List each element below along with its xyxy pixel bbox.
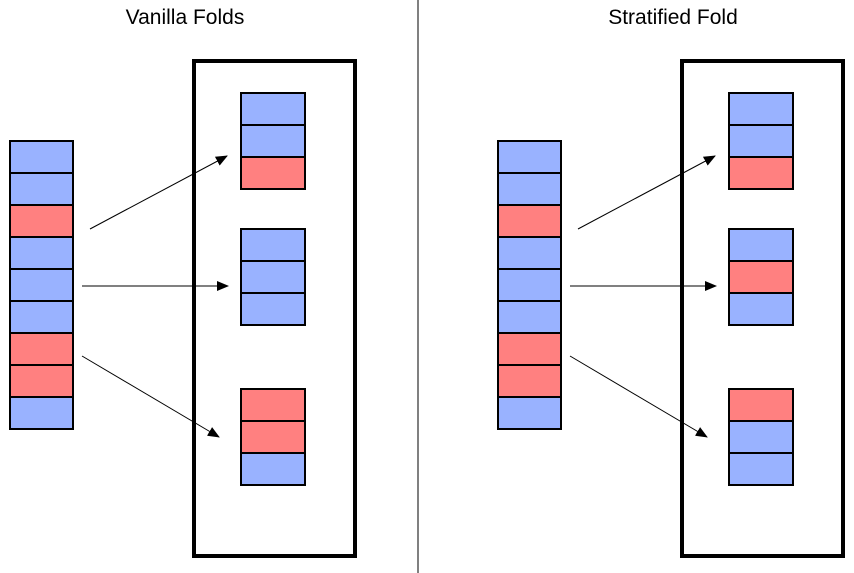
arrow-to-fold-3 bbox=[81, 355, 220, 438]
dataset-sample-blue bbox=[497, 300, 562, 334]
dataset-sample-blue bbox=[497, 268, 562, 302]
fold-sample-blue bbox=[728, 92, 794, 126]
fold-sample-red bbox=[240, 156, 306, 190]
dataset-sample-blue bbox=[9, 172, 74, 206]
folds-container bbox=[680, 59, 845, 558]
arrow-to-fold-3 bbox=[569, 355, 708, 438]
fold-3 bbox=[240, 388, 306, 486]
fold-sample-blue bbox=[240, 92, 306, 126]
panel-vanilla: Vanilla Folds bbox=[9, 6, 357, 558]
fold-sample-blue bbox=[728, 228, 794, 262]
dataset-sample-red bbox=[497, 364, 562, 398]
dataset-sample-blue bbox=[497, 172, 562, 206]
panel-stratified: Stratified Fold bbox=[497, 6, 845, 558]
fold-2 bbox=[728, 228, 794, 326]
dataset-sample-blue bbox=[497, 236, 562, 270]
dataset-sample-red bbox=[9, 332, 74, 366]
fold-sample-red bbox=[240, 420, 306, 454]
dataset-sample-blue bbox=[9, 396, 74, 430]
dataset-sample-red bbox=[497, 204, 562, 238]
dataset-sample-red bbox=[9, 364, 74, 398]
fold-2 bbox=[240, 228, 306, 326]
dataset-sample-red bbox=[9, 204, 74, 238]
folds-container bbox=[192, 59, 357, 558]
fold-sample-blue bbox=[240, 452, 306, 486]
fold-sample-blue bbox=[240, 292, 306, 326]
dataset-stack bbox=[497, 140, 562, 430]
dataset-sample-blue bbox=[9, 236, 74, 270]
arrow-to-fold-1 bbox=[89, 155, 228, 230]
dataset-sample-blue bbox=[497, 140, 562, 174]
fold-sample-blue bbox=[240, 260, 306, 294]
dataset-sample-blue bbox=[9, 140, 74, 174]
fold-sample-red bbox=[240, 388, 306, 422]
dataset-stack bbox=[9, 140, 74, 430]
panel-title: Stratified Fold bbox=[608, 6, 738, 29]
fold-sample-blue bbox=[728, 292, 794, 326]
arrow-to-fold-1 bbox=[577, 155, 716, 230]
fold-sample-blue bbox=[240, 228, 306, 262]
dataset-sample-red bbox=[497, 332, 562, 366]
fold-sample-blue bbox=[728, 420, 794, 454]
dataset-sample-blue bbox=[9, 300, 74, 334]
dataset-sample-blue bbox=[9, 268, 74, 302]
fold-1 bbox=[728, 92, 794, 190]
fold-1 bbox=[240, 92, 306, 190]
fold-sample-red bbox=[728, 260, 794, 294]
fold-sample-blue bbox=[728, 124, 794, 158]
fold-sample-blue bbox=[240, 124, 306, 158]
fold-sample-red bbox=[728, 388, 794, 422]
fold-3 bbox=[728, 388, 794, 486]
fold-sample-red bbox=[728, 156, 794, 190]
dataset-sample-blue bbox=[497, 396, 562, 430]
panel-title: Vanilla Folds bbox=[126, 6, 245, 29]
fold-sample-blue bbox=[728, 452, 794, 486]
